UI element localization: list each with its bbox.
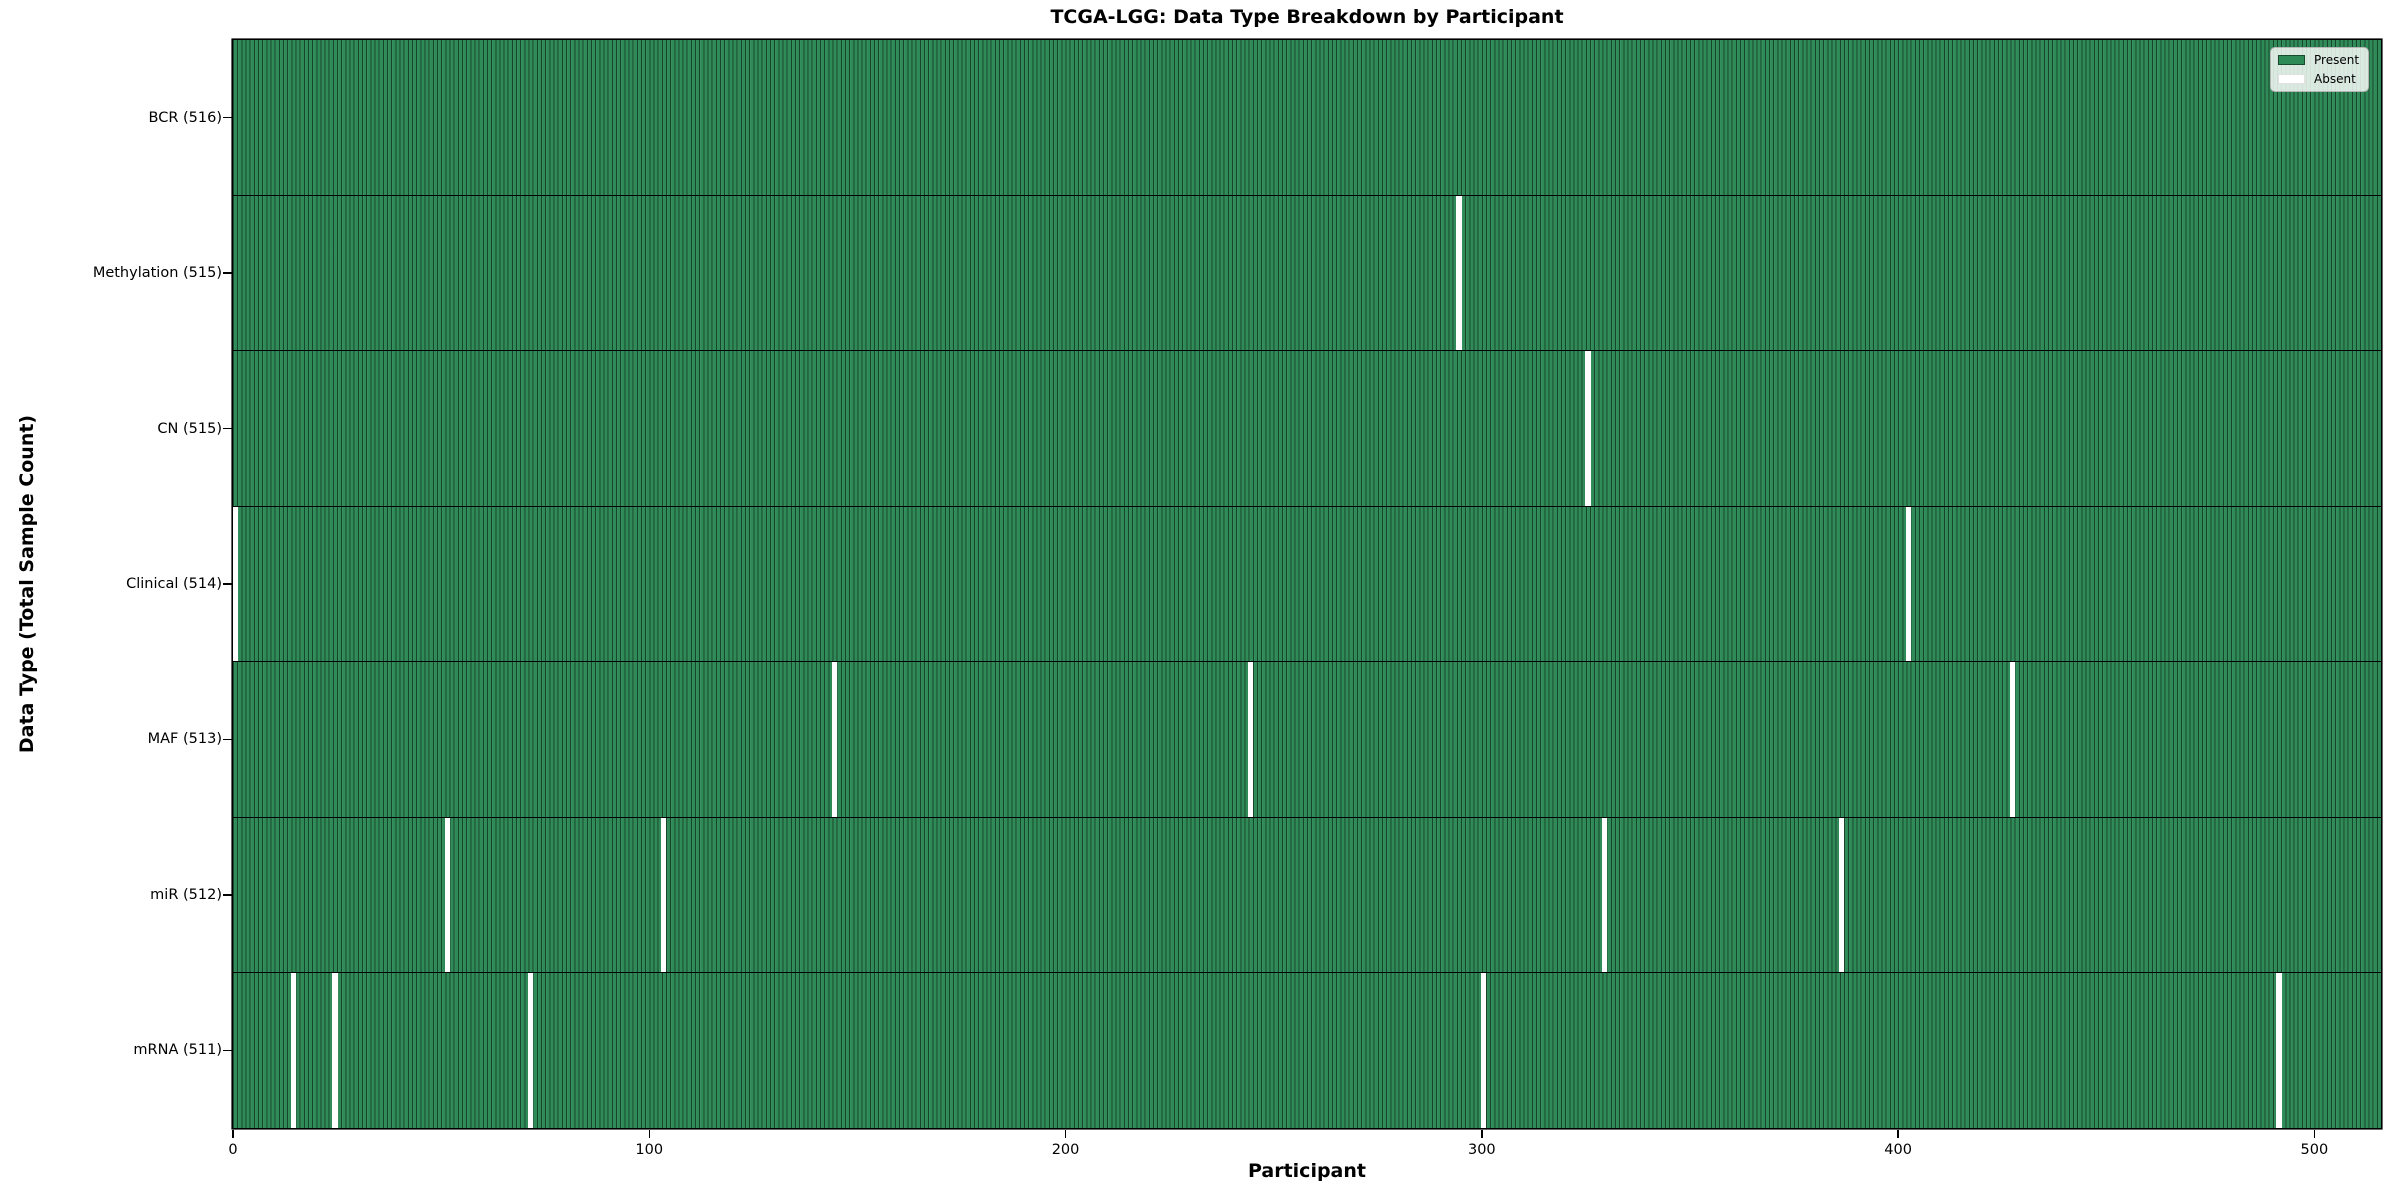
absent-gap-mrna-24 — [332, 972, 338, 1128]
absent-gap-maf-427 — [2010, 661, 2016, 818]
row-boundary — [233, 971, 2381, 974]
row-bcr — [233, 40, 2381, 195]
row-cn — [233, 350, 2381, 507]
x-tick-label-300: 300 — [1467, 1142, 1496, 1158]
absent-gap-clinical-402 — [1905, 506, 1912, 662]
x-tick-label-0: 0 — [228, 1142, 238, 1158]
y-tick-label-clinical: Clinical (514) — [126, 576, 222, 592]
chart-title: TCGA-LGG: Data Type Breakdown by Partici… — [1050, 6, 1564, 28]
x-tick-mark — [1064, 1130, 1067, 1138]
y-tick-label-bcr: BCR (516) — [148, 109, 223, 126]
row-methylation — [233, 195, 2381, 351]
legend-swatch-present — [2278, 55, 2305, 65]
y-tick-mark — [223, 583, 232, 585]
y-tick-label-mrna: mRNA (511) — [133, 1042, 222, 1059]
absent-gap-mir-51 — [444, 817, 450, 973]
x-tick-label-200: 200 — [1051, 1142, 1080, 1158]
row-boundary — [233, 350, 2381, 352]
y-tick-mark — [223, 427, 232, 430]
y-axis-title: Data Type (Total Sample Count) — [16, 414, 38, 754]
absent-gap-mrna-14 — [290, 972, 296, 1128]
absent-gap-maf-144 — [831, 661, 838, 818]
absent-gap-maf-244 — [1248, 661, 1254, 818]
y-tick-mark — [223, 1049, 232, 1052]
y-tick-mark — [223, 272, 232, 274]
absent-gap-methylation-294 — [1456, 195, 1462, 351]
absent-gap-mir-103 — [661, 817, 667, 973]
x-tick-label-400: 400 — [1884, 1142, 1912, 1158]
y-tick-label-methylation: Methylation (515) — [92, 265, 222, 282]
x-tick-label-500: 500 — [2300, 1142, 2329, 1158]
absent-gap-mrna-300 — [1481, 972, 1487, 1128]
legend-item-present: Present — [2278, 53, 2359, 67]
y-tick-mark — [223, 738, 232, 741]
plot-area — [232, 40, 2381, 1128]
y-tick-mark — [223, 116, 232, 119]
x-tick-label-100: 100 — [635, 1142, 664, 1158]
absent-gap-mir-329 — [1602, 817, 1608, 973]
x-tick-mark — [648, 1130, 651, 1138]
row-mir — [233, 817, 2381, 973]
absent-gap-clinical-0 — [232, 506, 238, 662]
x-tick-mark — [232, 1130, 234, 1138]
row-boundary — [233, 505, 2381, 507]
absent-gap-cn-325 — [1585, 350, 1591, 507]
x-tick-mark — [2313, 1130, 2316, 1138]
legend-label-absent: Absent — [2314, 72, 2356, 86]
legend-swatch-absent — [2278, 74, 2305, 84]
row-boundary — [233, 661, 2381, 663]
x-tick-mark — [1897, 1130, 1899, 1138]
absent-gap-mrna-71 — [528, 972, 534, 1128]
absent-gap-mrna-491 — [2276, 972, 2282, 1128]
row-maf — [233, 661, 2381, 818]
legend-item-absent: Absent — [2278, 72, 2359, 86]
x-tick-mark — [1481, 1130, 1483, 1138]
row-boundary — [233, 816, 2381, 818]
legend: Present Absent — [2270, 47, 2370, 92]
y-tick-label-maf: MAF (513) — [147, 731, 222, 748]
absent-gap-mir-386 — [1839, 817, 1845, 973]
y-tick-label-mir: miR (512) — [150, 886, 222, 903]
y-tick-label-cn: CN (515) — [157, 420, 222, 437]
y-tick-mark — [223, 894, 232, 896]
x-axis-title: Participant — [1247, 1160, 1366, 1182]
row-mrna — [233, 972, 2381, 1128]
row-boundary — [233, 194, 2381, 197]
row-clinical — [232, 506, 2381, 662]
legend-label-present: Present — [2314, 53, 2360, 67]
